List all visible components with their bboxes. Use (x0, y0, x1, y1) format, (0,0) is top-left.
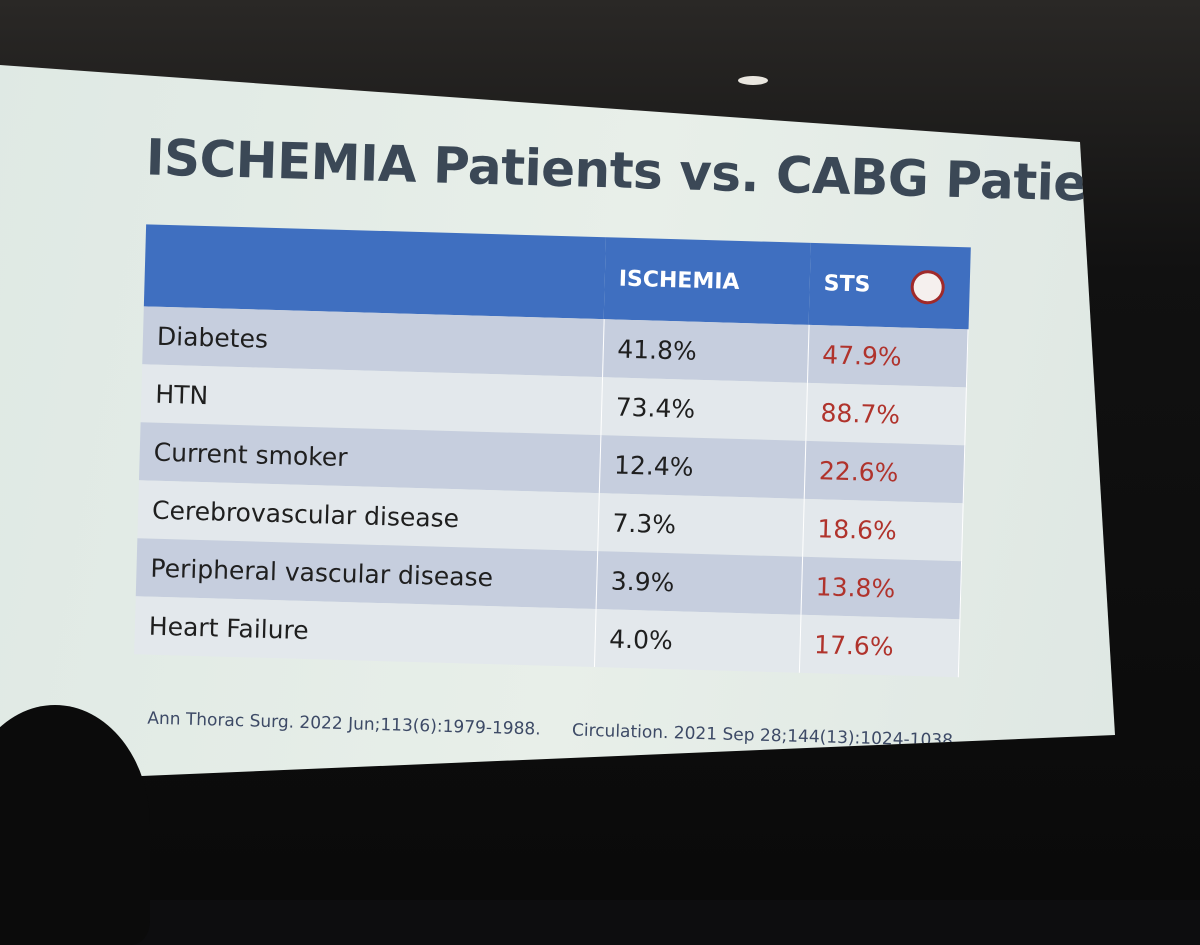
header-cell: ISCHEMIA (603, 237, 811, 325)
citations: Ann Thorac Surg. 2022 Jun;113(6):1979-19… (147, 709, 985, 752)
slide: ISCHEMIA Patients vs. CABG Patients ISCH… (0, 65, 1115, 782)
comparison-table: ISCHEMIA STS Diabetes 41.8% 47.9% HTN 73.4% 8… (134, 224, 971, 678)
value-cell: 17.6% (798, 614, 960, 678)
ceiling-light (738, 76, 768, 85)
room: ISCHEMIA Patients vs. CABG Patients ISCH… (0, 0, 1200, 900)
row-label: Heart Failure (134, 596, 596, 668)
header-cell (143, 224, 606, 320)
value-cell: 7.3% (597, 493, 804, 557)
citation: Circulation. 2021 Sep 28;144(13):1024-10… (571, 720, 959, 752)
value-cell: 41.8% (602, 319, 809, 383)
slide-title: ISCHEMIA Patients vs. CABG Patients (145, 128, 1176, 216)
header-text: STS (823, 271, 871, 298)
value-cell: 22.6% (803, 440, 965, 504)
value-cell: 3.9% (595, 551, 803, 615)
value-cell: 88.7% (805, 382, 967, 446)
society-logo (909, 269, 945, 305)
value-cell: 12.4% (598, 435, 806, 499)
value-cell: 4.0% (593, 609, 801, 673)
header-cell: STS (808, 242, 971, 330)
table-body: Diabetes 41.8% 47.9% HTN 73.4% 88.7% Current s… (134, 306, 969, 678)
value-cell: 18.6% (802, 498, 964, 562)
citation: Ann Thorac Surg. 2022 Jun;113(6):1979-19… (147, 708, 541, 740)
slide-content: ISCHEMIA Patients vs. CABG Patients ISCH… (134, 128, 1176, 752)
value-cell: 47.9% (806, 324, 969, 388)
value-cell: 73.4% (600, 377, 807, 441)
value-cell: 13.8% (800, 556, 962, 620)
